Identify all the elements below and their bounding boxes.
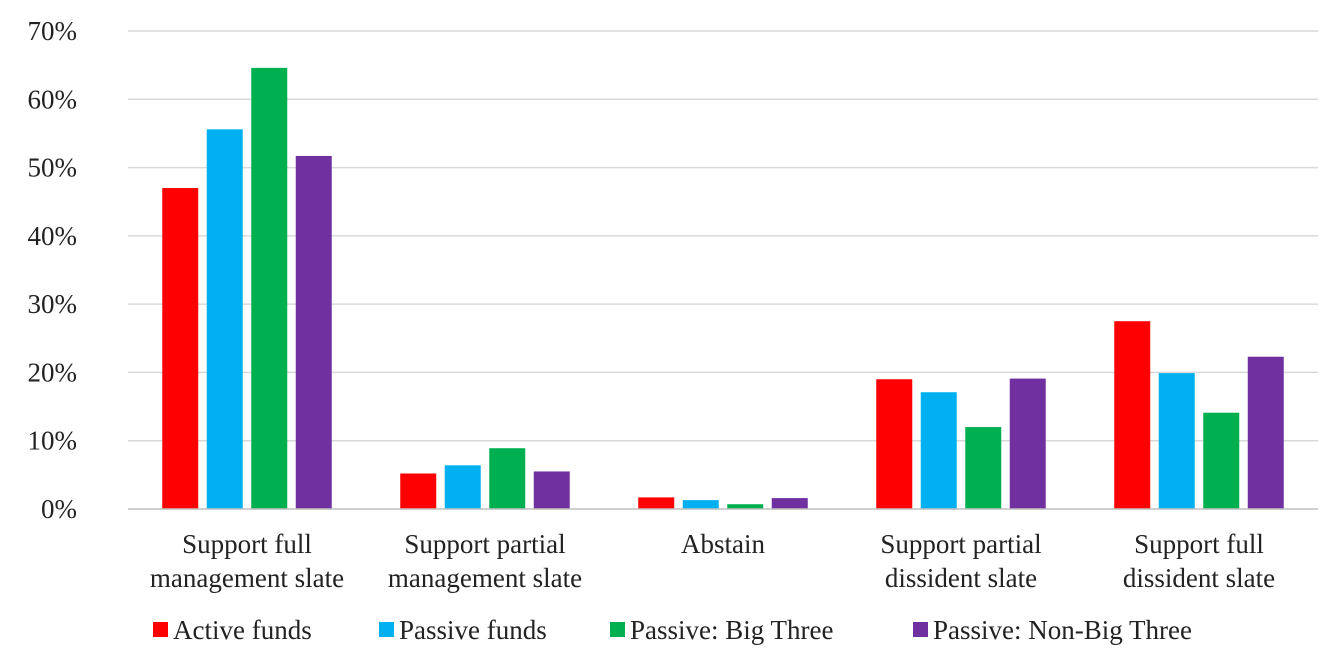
y-tick-label: 10% [28,426,78,456]
legend-swatch-passive-funds [379,622,394,637]
category-labels: Support full management slate Support part… [150,529,1275,593]
bar-passive-non-big-three-0 [295,155,332,509]
bar-active-funds-1 [400,473,437,509]
category-label: Support partial [404,529,565,559]
y-tick-label: 0% [41,494,77,524]
category-label: management slate [388,563,582,593]
legend-label: Passive funds [399,615,547,645]
y-tick-label: 30% [28,289,78,319]
bar-passive-funds-4 [1158,373,1195,509]
category-label: dissident slate [885,563,1037,593]
legend-label: Active funds [173,615,312,645]
bar-active-funds-0 [162,188,199,510]
y-tick-label: 60% [28,84,78,114]
legend-swatch-active-funds [153,622,168,637]
legend-label: Passive: Non-Big Three [933,615,1192,645]
category-label: Support full [1134,529,1264,559]
bar-passive-funds-0 [206,129,243,509]
legend: Active funds Passive funds Passive: Big Th… [153,615,1192,645]
bar-passive-funds-1 [444,465,481,509]
bar-active-funds-2 [638,497,675,509]
category-label: dissident slate [1123,563,1275,593]
legend-label: Passive: Big Three [630,615,833,645]
bar-passive-big-three-4 [1203,412,1240,509]
category-label: Abstain [681,529,765,559]
bars [162,67,1284,510]
y-tick-label: 70% [28,16,78,46]
bar-passive-big-three-0 [251,67,288,510]
category-label: Support partial [880,529,1041,559]
y-tick-label: 20% [28,357,78,387]
bar-passive-non-big-three-1 [533,471,570,509]
bar-active-funds-4 [1114,321,1151,509]
bar-passive-funds-2 [682,500,719,509]
bar-passive-big-three-1 [489,448,526,509]
bar-passive-funds-3 [920,392,957,509]
bar-active-funds-3 [876,379,913,509]
bar-passive-non-big-three-2 [771,498,808,509]
category-label: management slate [150,563,344,593]
bar-passive-big-three-2 [727,504,764,509]
y-axis-tick-labels: 0% 10% 20% 30% 40% 50% 60% 70% [28,16,78,524]
bar-passive-non-big-three-3 [1009,378,1046,509]
bar-passive-non-big-three-4 [1247,356,1284,509]
legend-swatch-passive-non-big-three [913,622,928,637]
y-tick-label: 40% [28,221,78,251]
bar-passive-big-three-3 [965,427,1002,509]
y-tick-label: 50% [28,153,78,183]
legend-swatch-passive-big-three [610,622,625,637]
category-label: Support full [182,529,312,559]
